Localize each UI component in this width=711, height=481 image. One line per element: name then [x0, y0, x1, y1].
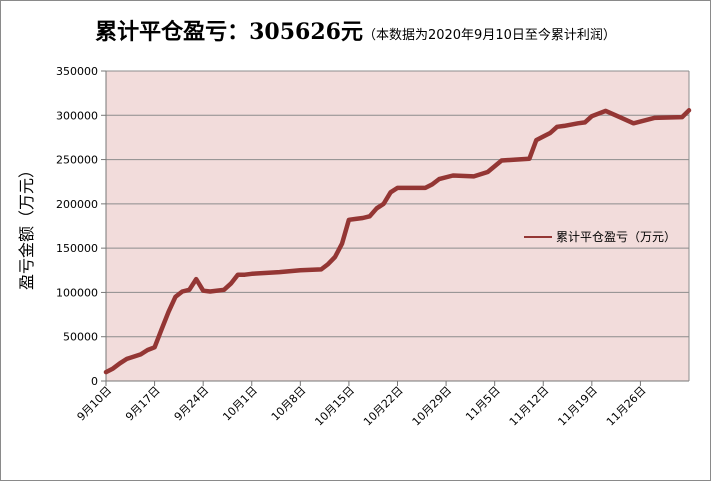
chart-title: 累计平仓盈亏：305626元 — [95, 19, 363, 45]
x-tick-labels: 9月10日 9月17日 9月24日 10月1日 10月8日 10月15日 10月22日 10月… — [75, 381, 649, 428]
y-tick-labels: 0 50000 100000 150000 200000 250000 300000 3500… — [56, 65, 98, 388]
x-tick-label: 10月15日 — [312, 384, 357, 429]
x-tick-label: 11月19日 — [555, 384, 600, 429]
y-tick-label: 100000 — [56, 286, 98, 299]
y-tick-label: 300000 — [56, 109, 98, 122]
y-tick-label: 250000 — [56, 154, 98, 167]
x-tick-label: 10月8日 — [269, 384, 309, 424]
legend: 累计平仓盈亏（万元） — [524, 230, 676, 244]
x-tick-label: 9月24日 — [172, 384, 212, 424]
x-tick-label: 11月12日 — [507, 384, 552, 429]
y-tick-label: 50000 — [63, 331, 98, 344]
x-tick-label: 10月22日 — [361, 384, 406, 429]
y-axis-label: 盈亏金额（万元） — [17, 162, 36, 290]
x-tick-label: 9月17日 — [123, 384, 163, 424]
chart-title-block: 累计平仓盈亏：305626元（本数据为2020年9月10日至今累计利润） — [0, 14, 711, 46]
series-line — [103, 108, 692, 375]
x-tick-label: 10月29日 — [410, 384, 455, 429]
y-tick-label: 0 — [91, 375, 98, 388]
y-tick-label: 150000 — [56, 242, 98, 255]
x-tick-label: 11月26日 — [604, 384, 649, 429]
chart-subtitle: （本数据为2020年9月10日至今累计利润） — [362, 28, 616, 43]
x-tick-label: 10月1日 — [220, 384, 260, 424]
x-tick-label: 9月10日 — [75, 384, 115, 424]
y-tick-label: 350000 — [56, 65, 98, 78]
gridlines — [101, 70, 689, 382]
plot-area — [106, 71, 689, 381]
legend-label: 累计平仓盈亏（万元） — [556, 230, 676, 244]
x-tick-label: 11月5日 — [463, 384, 503, 424]
y-tick-label: 200000 — [56, 198, 98, 211]
